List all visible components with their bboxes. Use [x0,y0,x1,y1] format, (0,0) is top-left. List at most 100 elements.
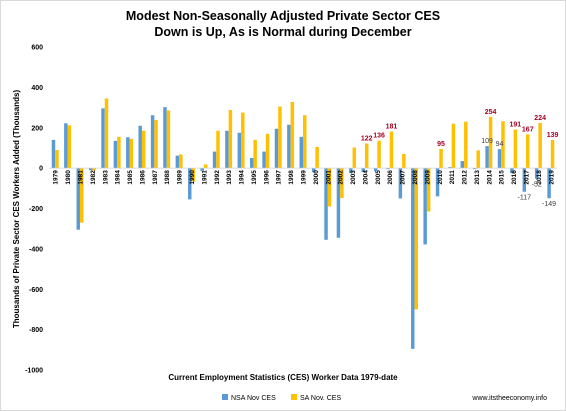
bar-nsa-1989 [175,155,180,169]
bar-nsa-1990 [188,168,192,200]
bar-nsa-2007 [398,168,403,199]
bar-sa-1986 [141,130,146,169]
bar-nsa-1987 [150,115,155,169]
x-tick-label-1985: 1985 [127,170,134,185]
bar-sa-2017 [526,134,530,169]
bar-sa-2008 [414,168,418,310]
x-tick-label-2016: 2016 [511,170,518,185]
x-tick-label-2009: 2009 [424,170,431,185]
data-label-2014: 254 [485,109,497,116]
bar-sa-1982 [92,168,96,171]
bar-sa-1983 [104,98,109,169]
y-tick-label: 600 [31,45,43,52]
x-tick-label-1988: 1988 [164,170,171,185]
x-tick-label-1983: 1983 [102,170,109,185]
bar-sa-1995 [253,139,257,169]
data-label-2006: 181 [386,124,398,131]
bar-sa-2018 [538,122,542,169]
y-tick-label: -600 [29,287,43,294]
bar-sa-2015 [501,121,505,169]
data-label-2017: 167 [522,126,534,133]
bar-nsa-1991 [200,168,204,172]
x-tick-label-1995: 1995 [251,170,258,185]
y-tick-label: 0 [39,166,43,173]
bar-sa-2001 [327,168,332,207]
y-tick-label: 200 [31,125,43,132]
bar-nsa-2006 [386,168,390,170]
y-axis-title: Thousands of Private Sector CES Workers … [12,90,21,329]
bar-nsa-2008 [411,168,415,349]
bar-sa-1998 [290,101,295,169]
legend-label-nsa: NSA Nov CES [231,395,276,402]
x-tick-label-1998: 1998 [288,170,295,185]
bar-nsa-1980 [64,123,68,169]
data-label-2019: -149 [542,201,556,208]
x-tick-label-1991: 1991 [201,170,208,185]
bar-sa-2005 [377,140,381,169]
data-label-2005: 136 [373,133,385,140]
data-label-2017: -117 [518,195,532,202]
bar-nsa-2009 [423,168,427,245]
bar-nsa-2015 [497,149,502,169]
x-tick-label-2018: 2018 [536,170,543,185]
x-tick-label-2012: 2012 [462,170,469,185]
data-label-2004: 122 [361,136,373,143]
x-tick-label-2010: 2010 [437,170,444,185]
bar-nsa-2002 [336,168,341,238]
x-tick-label-2017: 2017 [524,170,531,185]
bar-nsa-1995 [249,158,254,169]
x-tick-label-1987: 1987 [152,170,159,185]
bar-nsa-2016 [510,168,514,174]
bar-nsa-2019 [547,168,551,199]
x-tick-label-1994: 1994 [239,170,246,185]
x-axis-title: Current Employment Statistics (CES) Work… [168,373,398,382]
x-tick-label-1993: 1993 [226,170,233,185]
bar-nsa-2005 [373,168,378,172]
bar-sa-2006 [389,131,394,169]
bar-sa-1991 [203,164,208,169]
bar-sa-1981 [79,168,84,223]
bar-sa-2003 [352,147,357,169]
bar-nsa-2003 [349,168,353,174]
x-tick-label-2006: 2006 [387,170,394,185]
bar-sa-2016 [513,129,518,169]
y-tick-label: -800 [29,327,43,334]
bar-sa-2014 [488,116,493,169]
bar-sa-1988 [166,110,171,169]
x-tick-label-2011: 2011 [449,170,456,184]
y-tick-labels: 600 400 200 0 -200 -400 -600 -800 -1000 [25,45,43,375]
bar-nsa-2017 [522,168,527,192]
bar-nsa-2013 [472,168,477,170]
bar-nsa-1998 [287,124,291,169]
bar-nsa-1985 [126,137,130,169]
x-tick-label-2002: 2002 [338,170,345,185]
bar-sa-2010 [439,148,443,169]
data-label-2016: 191 [510,122,522,129]
chart-title: Modest Non-Seasonally Adjusted Private S… [126,9,440,23]
bar-nsa-2010 [435,168,440,197]
bar-sa-1987 [154,120,158,169]
bar-nsa-1979 [51,139,56,169]
bar-nsa-1988 [163,107,167,169]
x-tick-label-1990: 1990 [189,170,196,185]
bar-nsa-2018 [534,168,539,179]
bar-nsa-2004 [361,168,365,173]
bar-nsa-1981 [76,168,80,230]
bar-nsa-1993 [225,130,229,169]
bar-sa-1996 [265,133,270,169]
bar-sa-2009 [426,168,431,212]
y-tick-label: -200 [29,206,43,213]
x-tick-label-2014: 2014 [486,170,493,185]
x-tick-label-1992: 1992 [214,170,221,185]
x-tick-label-1980: 1980 [65,170,72,185]
x-tick-label-2008: 2008 [412,170,419,185]
x-tick-label-2007: 2007 [400,170,407,185]
x-tick-label-1986: 1986 [139,170,146,185]
y-tick-label: -1000 [25,368,43,375]
bar-sa-1997 [278,106,282,169]
bar-sa-1980 [67,125,72,169]
y-tick-label: -400 [29,246,43,253]
bar-sa-1990 [191,168,195,182]
x-tick-label-2004: 2004 [362,170,369,185]
